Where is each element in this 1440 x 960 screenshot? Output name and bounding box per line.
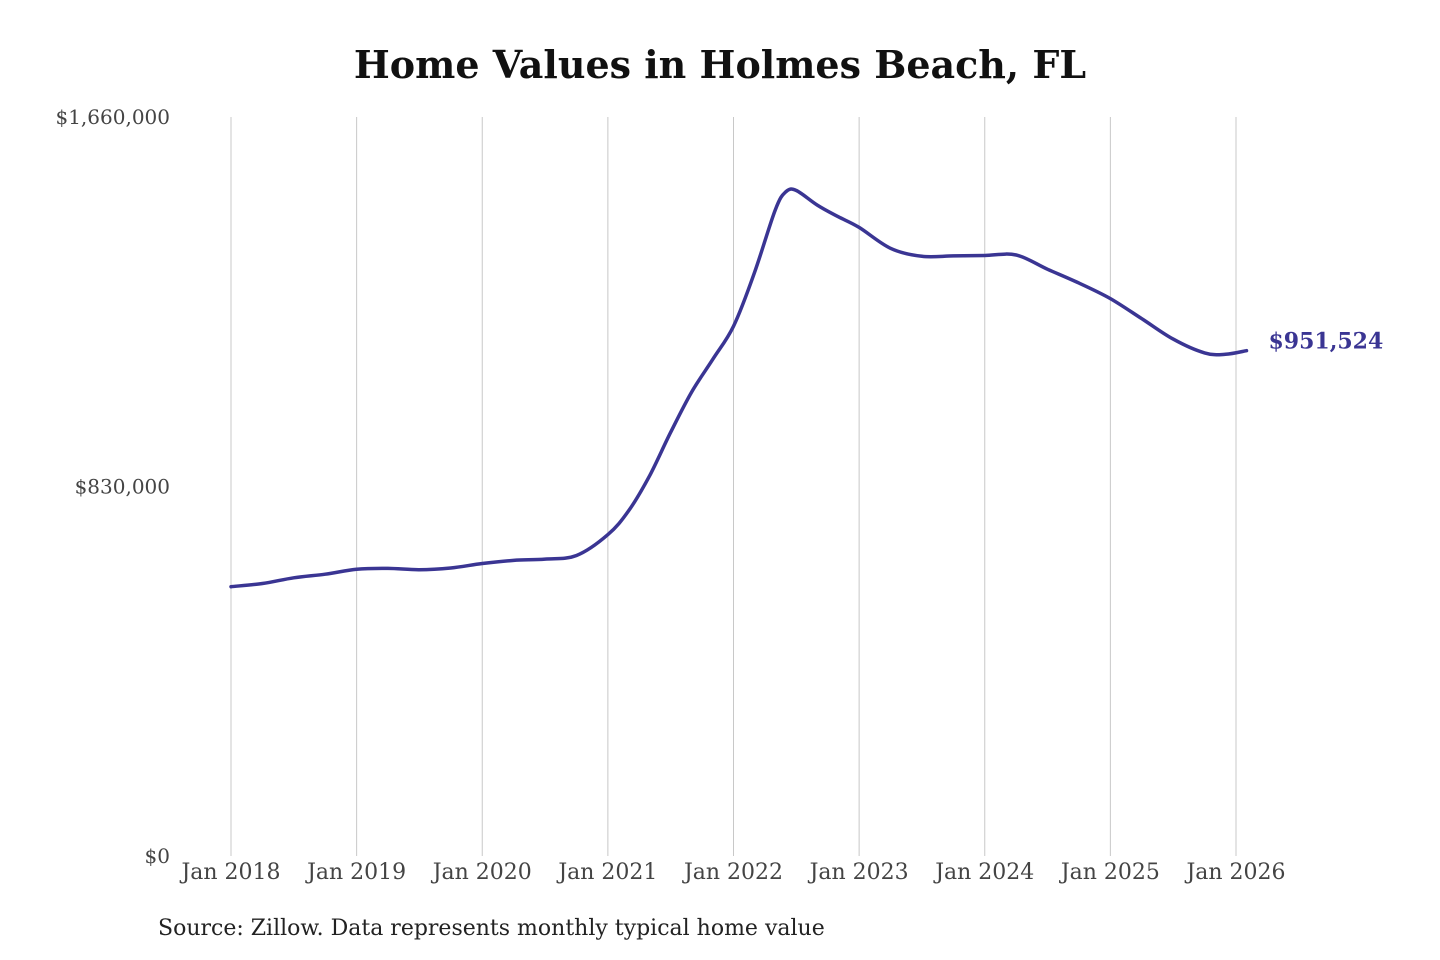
chart-source-note: Source: Zillow. Data represents monthly … [158,916,825,941]
end-label-layer: $951,524 [1268,329,1383,355]
x-tick-label: Jan 2018 [179,860,280,885]
x-tick-label: Jan 2025 [1059,860,1160,885]
series-end-value-label: $951,524 [1268,329,1383,355]
x-tick-label: Jan 2026 [1184,860,1285,885]
chart-title: Home Values in Holmes Beach, FL [353,42,1087,87]
vertical-gridlines [230,117,1237,856]
y-axis-ticks: $0 $830,000 $1,660,000 [55,105,170,868]
x-tick-label: Jan 2022 [682,860,783,885]
x-tick-label: Jan 2023 [808,860,909,885]
y-tick-label: $1,660,000 [55,105,170,129]
y-tick-label: $830,000 [75,475,170,499]
x-tick-label: Jan 2021 [556,860,657,885]
x-tick-label: Jan 2019 [305,860,406,885]
x-tick-label: Jan 2020 [431,860,532,885]
x-axis-ticks: Jan 2018 Jan 2019 Jan 2020 Jan 2021 Jan 2022… [179,860,1285,885]
y-tick-label: $0 [145,844,170,868]
x-tick-label: Jan 2024 [933,860,1034,885]
series-layer [229,187,1249,589]
home-value-series-line [229,187,1249,589]
